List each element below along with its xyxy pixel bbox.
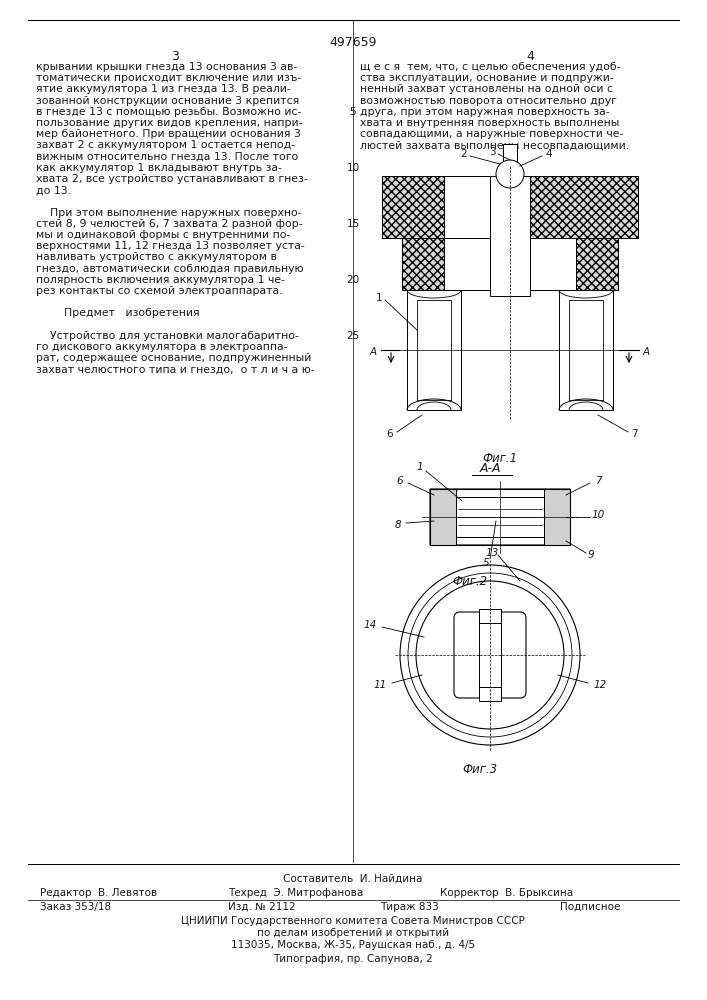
Text: 10: 10 (592, 510, 605, 520)
Text: 12: 12 (593, 680, 607, 690)
Text: 1: 1 (375, 293, 382, 303)
Bar (576, 238, 618, 290)
Text: стей 8, 9 челюстей 6, 7 захвата 2 разной фор-: стей 8, 9 челюстей 6, 7 захвата 2 разной… (36, 219, 303, 229)
Bar (504, 176, 638, 238)
Text: Тираж 833: Тираж 833 (380, 902, 439, 912)
Text: 9: 9 (588, 550, 595, 560)
Bar (444, 238, 576, 290)
Text: пользование других видов крепления, напри-: пользование других видов крепления, напр… (36, 118, 303, 128)
FancyBboxPatch shape (454, 612, 526, 698)
Text: 7: 7 (631, 429, 638, 439)
Circle shape (496, 160, 524, 188)
Bar (417, 300, 451, 400)
Text: возможностью поворота относительно друг: возможностью поворота относительно друг (360, 96, 617, 106)
Bar (569, 300, 603, 400)
Text: 5: 5 (350, 107, 356, 117)
Text: 11: 11 (373, 680, 387, 690)
Text: ненный захват установлены на одной оси с: ненный захват установлены на одной оси с (360, 84, 613, 94)
Text: Техред  Э. Митрофанова: Техред Э. Митрофанова (228, 888, 363, 898)
Text: Фиг.1: Фиг.1 (482, 452, 518, 465)
Text: Заказ 353/18: Заказ 353/18 (40, 902, 111, 912)
Bar (382, 176, 444, 238)
Text: 6: 6 (386, 429, 393, 439)
Bar (430, 489, 456, 545)
Text: зованной конструкции основание 3 крепится: зованной конструкции основание 3 крепитс… (36, 96, 299, 106)
Text: Корректор  В. Брыксина: Корректор В. Брыксина (440, 888, 573, 898)
Text: захват 2 с аккумулятором 1 остается непод-: захват 2 с аккумулятором 1 остается непо… (36, 140, 295, 150)
Text: крывании крышки гнезда 13 основания 3 ав-: крывании крышки гнезда 13 основания 3 ав… (36, 62, 297, 72)
Text: Фиг.3: Фиг.3 (462, 763, 498, 776)
Bar (503, 144, 517, 166)
Text: 4: 4 (526, 50, 534, 63)
Text: Изд. № 2112: Изд. № 2112 (228, 902, 296, 912)
Text: как аккумулятор 1 вкладывают внутрь за-: как аккумулятор 1 вкладывают внутрь за- (36, 163, 282, 173)
Text: 10: 10 (346, 163, 360, 173)
Text: друга, при этом наружная поверхность за-: друга, при этом наружная поверхность за- (360, 107, 609, 117)
Text: А: А (643, 347, 650, 357)
Text: Устройство для установки малогабаритно-: Устройство для установки малогабаритно- (36, 331, 299, 341)
Text: 20: 20 (346, 275, 360, 285)
Bar (490, 176, 530, 296)
Text: мы и одинаковой формы с внутренними по-: мы и одинаковой формы с внутренними по- (36, 230, 291, 240)
Text: 14: 14 (363, 620, 377, 630)
Bar (559, 290, 613, 410)
Text: 1: 1 (416, 462, 423, 472)
Text: Типография, пр. Сапунова, 2: Типография, пр. Сапунова, 2 (273, 954, 433, 964)
Text: совпадающими, а наружные поверхности че-: совпадающими, а наружные поверхности че- (360, 129, 624, 139)
Bar (444, 176, 504, 238)
Text: щ е с я  тем, что, с целью обеспечения удоб-: щ е с я тем, что, с целью обеспечения уд… (360, 62, 621, 72)
Text: мер байонетного. При вращении основания 3: мер байонетного. При вращении основания … (36, 129, 301, 139)
Bar (479, 609, 501, 623)
Text: ятие аккумулятора 1 из гнезда 13. В реали-: ятие аккумулятора 1 из гнезда 13. В реал… (36, 84, 291, 94)
Bar (544, 489, 570, 545)
Text: до 13.: до 13. (36, 185, 71, 195)
Text: люстей захвата выполнены несовпадающими.: люстей захвата выполнены несовпадающими. (360, 140, 629, 150)
Text: 497659: 497659 (329, 36, 377, 49)
Text: Редактор  В. Левятов: Редактор В. Левятов (40, 888, 157, 898)
Bar (407, 290, 461, 410)
Text: 8: 8 (395, 520, 402, 530)
Text: 3: 3 (171, 50, 179, 63)
Text: по делам изобретений и открытий: по делам изобретений и открытий (257, 928, 449, 938)
Text: хвата и внутренняя поверхность выполнены: хвата и внутренняя поверхность выполнены (360, 118, 619, 128)
Text: А-А: А-А (479, 462, 501, 475)
Text: Предмет   изобретения: Предмет изобретения (36, 308, 199, 318)
Text: томатически происходит включение или изъ-: томатически происходит включение или изъ… (36, 73, 301, 83)
Text: Фиг.2: Фиг.2 (452, 575, 488, 588)
Text: ЦНИИПИ Государственного комитета Совета Министров СССР: ЦНИИПИ Государственного комитета Совета … (181, 916, 525, 926)
Text: При этом выполнение наружных поверхно-: При этом выполнение наружных поверхно- (36, 208, 302, 218)
Bar (479, 687, 501, 701)
Text: 6: 6 (397, 476, 403, 486)
Text: хвата 2, все устройство устанавливают в гнез-: хвата 2, все устройство устанавливают в … (36, 174, 308, 184)
Text: захват челюстного типа и гнездо,  о т л и ч а ю-: захват челюстного типа и гнездо, о т л и… (36, 364, 315, 374)
Text: 7: 7 (595, 476, 602, 486)
Bar (402, 238, 444, 290)
Text: 2: 2 (460, 149, 467, 159)
Text: Составитель  И. Найдина: Составитель И. Найдина (284, 874, 423, 884)
Text: го дискового аккумулятора в электроаппа-: го дискового аккумулятора в электроаппа- (36, 342, 288, 352)
Text: 15: 15 (346, 219, 360, 229)
Text: рат, содержащее основание, подпружиненный: рат, содержащее основание, подпружиненны… (36, 353, 311, 363)
Text: навливать устройство с аккумулятором в: навливать устройство с аккумулятором в (36, 252, 277, 262)
Text: рез контакты со схемой электроаппарата.: рез контакты со схемой электроаппарата. (36, 286, 283, 296)
Text: 4: 4 (545, 149, 551, 159)
Text: в гнезде 13 с помощью резьбы. Возможно ис-: в гнезде 13 с помощью резьбы. Возможно и… (36, 107, 301, 117)
Text: А: А (370, 347, 377, 357)
Text: 5: 5 (483, 558, 489, 568)
Text: 13: 13 (485, 548, 498, 558)
Text: гнездо, автоматически соблюдая правильную: гнездо, автоматически соблюдая правильну… (36, 264, 303, 274)
Text: верхностями 11, 12 гнезда 13 позволяет уста-: верхностями 11, 12 гнезда 13 позволяет у… (36, 241, 305, 251)
Bar (456, 497, 544, 537)
Text: ства эксплуатации, основание и подпружи-: ства эксплуатации, основание и подпружи- (360, 73, 614, 83)
Text: 3: 3 (489, 147, 496, 157)
Text: Подписное: Подписное (560, 902, 620, 912)
FancyBboxPatch shape (430, 489, 570, 545)
Text: 25: 25 (346, 331, 360, 341)
Text: 113035, Москва, Ж-35, Раушская наб., д. 4/5: 113035, Москва, Ж-35, Раушская наб., д. … (231, 940, 475, 950)
Text: вижным относительно гнезда 13. После того: вижным относительно гнезда 13. После тог… (36, 152, 298, 162)
Text: полярность включения аккумулятора 1 че-: полярность включения аккумулятора 1 че- (36, 275, 285, 285)
